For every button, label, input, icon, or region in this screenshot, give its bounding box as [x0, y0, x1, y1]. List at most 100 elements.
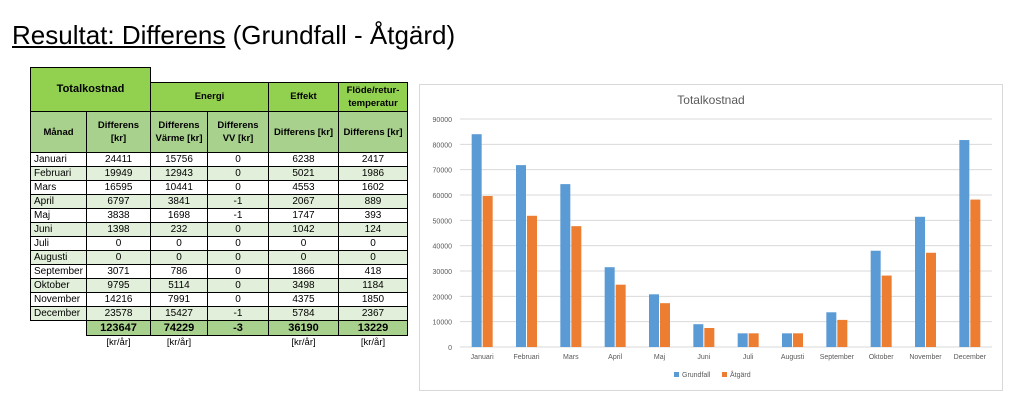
cell-diff: 14216 — [86, 292, 151, 307]
y-tick-label: 10000 — [433, 320, 453, 327]
cell-diff: 23578 — [86, 306, 151, 321]
legend-swatch — [722, 372, 727, 377]
x-tick-label: Juni — [697, 354, 710, 361]
cell-varme: 15756 — [150, 152, 208, 167]
cell-month: Februari — [30, 166, 87, 181]
x-tick-label: Oktober — [869, 354, 895, 361]
cell-effekt: 2067 — [268, 194, 339, 209]
total-diff: 123647 — [86, 320, 151, 336]
table-row: September 3071 786 0 1866 418 — [30, 264, 408, 279]
bar-grundfall — [649, 294, 659, 347]
cell-flode: 2417 — [338, 152, 408, 167]
cell-diff: 0 — [86, 236, 151, 251]
cell-vv: 0 — [207, 264, 269, 279]
chart-title: Totalkostnad — [677, 93, 744, 107]
cell-diff: 6797 — [86, 194, 151, 209]
x-tick-label: April — [608, 354, 622, 361]
legend-swatch — [674, 372, 679, 377]
bar-atgard — [793, 333, 803, 347]
header-flode: Flöde/retur-temperatur — [338, 81, 408, 113]
header-effekt: Effekt — [268, 81, 339, 113]
x-tick-label: December — [954, 354, 987, 361]
y-tick-label: 90000 — [433, 117, 453, 124]
cell-month: Oktober — [30, 278, 87, 293]
total-vv: -3 — [207, 320, 269, 336]
cell-effekt: 3498 — [268, 278, 339, 293]
bar-atgard — [615, 284, 626, 347]
cell-diff: 19949 — [86, 166, 151, 181]
cell-effekt: 0 — [268, 236, 339, 251]
y-tick-label: 60000 — [433, 193, 453, 200]
x-tick-label: Juli — [743, 354, 754, 361]
y-tick-label: 50000 — [433, 218, 453, 225]
table-row: December 23578 15427 -1 5784 2367 — [30, 306, 408, 321]
table-row: Oktober 9795 5114 0 3498 1184 — [30, 278, 408, 293]
cell-flode: 393 — [338, 208, 408, 223]
unit-varme: [kr/år] — [150, 335, 208, 349]
total-varme: 74229 — [150, 320, 208, 336]
x-tick-label: Maj — [654, 354, 666, 361]
col-diff-vv-header: Differens VV [kr] — [207, 111, 269, 153]
bar-atgard — [660, 303, 670, 347]
table-row: Mars 16595 10441 0 4553 1602 — [30, 180, 408, 195]
cell-varme: 1698 — [150, 208, 208, 223]
bar-grundfall — [560, 184, 571, 347]
cell-flode: 1602 — [338, 180, 408, 195]
header-totalkostnad: Totalkostnad — [30, 67, 151, 112]
cell-flode: 889 — [338, 194, 408, 209]
cell-effekt: 5021 — [268, 166, 339, 181]
table-row: Juli 0 0 0 0 0 — [30, 236, 408, 251]
header-energi: Energi — [150, 81, 269, 113]
cell-vv: 0 — [207, 166, 269, 181]
table-row: November 14216 7991 0 4375 1850 — [30, 292, 408, 307]
cell-vv: 0 — [207, 250, 269, 265]
page-title: Resultat: Differens (Grundfall - Åtgärd) — [12, 20, 455, 51]
result-table: Totalkostnad Energi Effekt Flöde/retur-t… — [30, 67, 408, 349]
cell-month: Januari — [30, 152, 87, 167]
table-row: Juni 1398 232 0 1042 124 — [30, 222, 408, 237]
table-body: Januari 24411 15756 0 6238 2417 Februari 19949 1… — [30, 152, 408, 321]
cell-vv: -1 — [207, 208, 269, 223]
cell-varme: 7991 — [150, 292, 208, 307]
x-tick-label: Februari — [513, 354, 540, 361]
cell-flode: 0 — [338, 250, 408, 265]
bar-grundfall — [693, 324, 704, 347]
bar-atgard — [926, 252, 936, 347]
cell-varme: 15427 — [150, 306, 208, 321]
cell-flode: 2367 — [338, 306, 408, 321]
legend-label: Åtgärd — [730, 370, 751, 379]
bar-grundfall — [604, 267, 615, 347]
cell-varme: 12943 — [150, 166, 208, 181]
cell-month: April — [30, 194, 87, 209]
cell-vv: 0 — [207, 278, 269, 293]
bar-atgard — [482, 196, 493, 347]
unit-diff: [kr/år] — [86, 335, 151, 349]
cell-vv: 0 — [207, 180, 269, 195]
bar-atgard — [704, 328, 715, 347]
totals-row: 123647 74229 -3 36190 13229 — [30, 320, 408, 336]
cell-month: Juli — [30, 236, 87, 251]
cell-effekt: 1747 — [268, 208, 339, 223]
cell-effekt: 6238 — [268, 152, 339, 167]
bar-grundfall — [516, 165, 526, 347]
totalkostnad-chart: Totalkostnad 0 10000 20000 30000 40000 50000 60… — [433, 93, 992, 379]
cell-effekt: 0 — [268, 250, 339, 265]
cell-diff: 16595 — [86, 180, 151, 195]
table-row: Januari 24411 15756 0 6238 2417 — [30, 152, 408, 167]
cell-month: Juni — [30, 222, 87, 237]
table-row: Februari 19949 12943 0 5021 1986 — [30, 166, 408, 181]
y-tick-label: 30000 — [433, 269, 453, 276]
bar-grundfall — [826, 312, 837, 347]
cell-month: Mars — [30, 180, 87, 195]
bar-atgard — [571, 226, 582, 347]
bar-atgard — [837, 319, 848, 347]
cell-varme: 0 — [150, 250, 208, 265]
cell-month: Maj — [30, 208, 87, 223]
cell-diff: 24411 — [86, 152, 151, 167]
cell-flode: 1184 — [338, 278, 408, 293]
cell-diff: 9795 — [86, 278, 151, 293]
cell-month: Augusti — [30, 250, 87, 265]
cell-varme: 786 — [150, 264, 208, 279]
cell-vv: -1 — [207, 194, 269, 209]
table-row: Maj 3838 1698 -1 1747 393 — [30, 208, 408, 223]
